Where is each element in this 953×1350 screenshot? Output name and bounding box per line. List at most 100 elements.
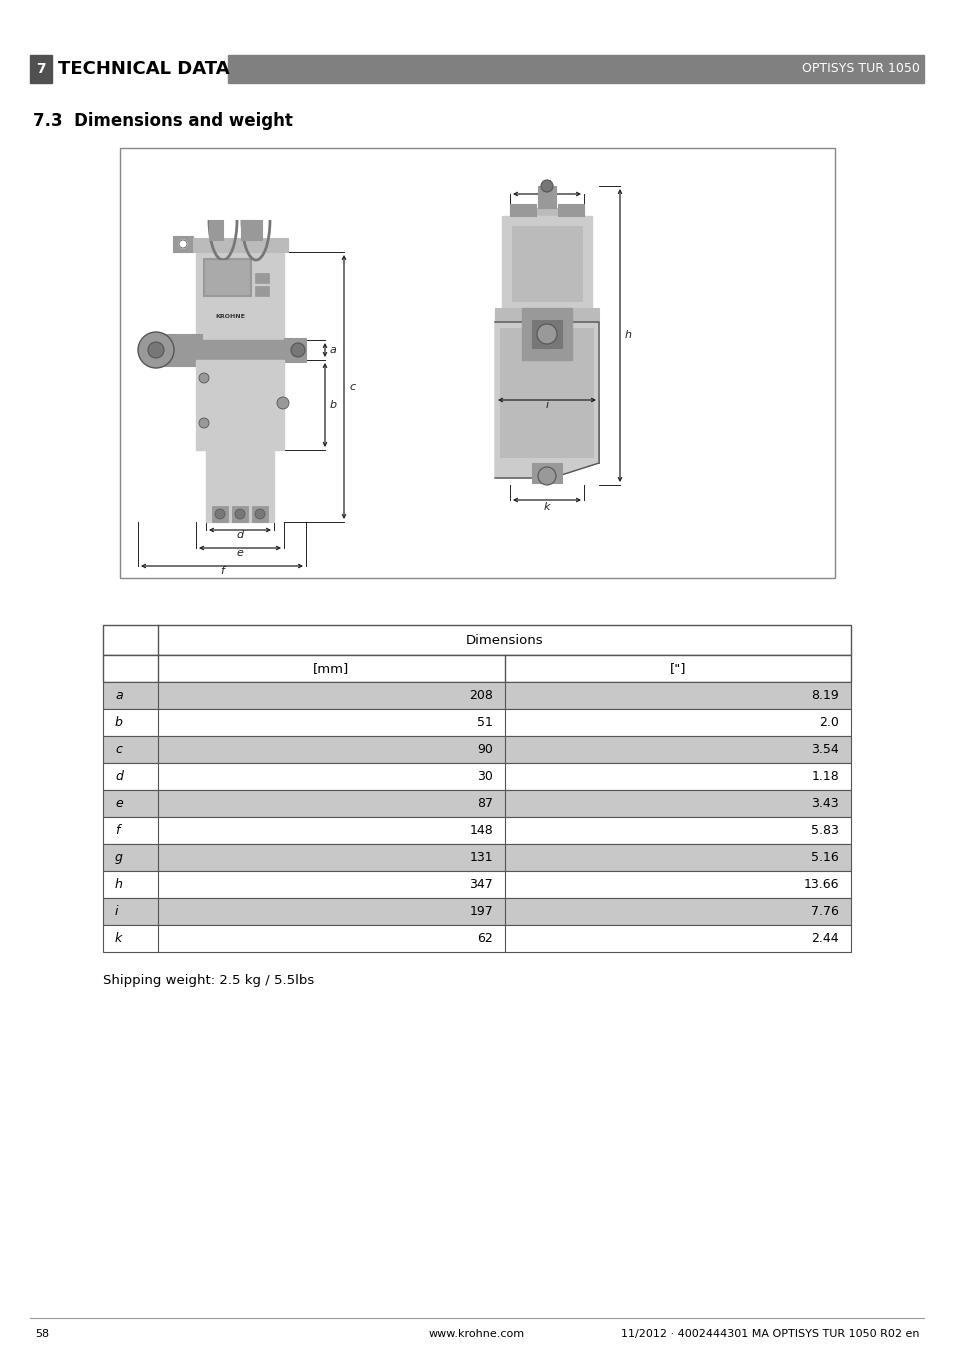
Bar [30,55,52,82]
Circle shape [199,373,209,383]
Bar [248,220,262,240]
Polygon shape [495,323,598,478]
Bar [254,286,269,296]
Bar [195,252,284,347]
Bar [254,273,269,284]
Text: a: a [115,688,123,702]
Text: g: g [543,178,550,188]
Text: a: a [330,346,336,355]
Text: 11/2012 · 4002444301 MA OPTISYS TUR 1050 R02 en: 11/2012 · 4002444301 MA OPTISYS TUR 1050… [620,1328,919,1339]
Bar [499,328,594,458]
Text: 2.44: 2.44 [810,931,838,945]
Circle shape [214,509,225,518]
Circle shape [254,509,265,518]
Text: 5.16: 5.16 [810,850,838,864]
Text: h: h [624,331,631,340]
Bar [103,682,850,709]
Bar [205,261,249,294]
Text: 7.76: 7.76 [810,904,838,918]
Text: [mm]: [mm] [313,662,349,675]
Text: d: d [115,769,123,783]
Bar [195,360,284,450]
Text: f: f [220,566,224,576]
Circle shape [291,343,305,356]
Bar [512,225,581,301]
Text: 58: 58 [35,1328,49,1339]
Bar [193,238,288,252]
Circle shape [234,509,245,518]
Bar [172,236,193,252]
Text: i: i [545,400,548,410]
Text: www.krohne.com: www.krohne.com [429,1328,524,1339]
Bar [232,506,248,522]
Text: k: k [543,502,550,512]
Bar [212,506,228,522]
Text: 197: 197 [469,904,493,918]
Bar [537,186,556,208]
Bar [103,871,850,898]
Text: 3.43: 3.43 [810,796,838,810]
Text: 51: 51 [476,716,493,729]
Text: f: f [115,824,119,837]
Text: ["]: ["] [669,662,685,675]
Text: 3.54: 3.54 [810,743,838,756]
Bar [495,308,598,323]
Text: e: e [236,548,243,558]
Bar [209,220,223,240]
Bar [103,625,850,655]
Text: Dimensions: Dimensions [465,633,543,647]
Circle shape [540,180,553,192]
Text: 30: 30 [476,769,493,783]
Text: 347: 347 [469,878,493,891]
Text: KROHNE: KROHNE [214,313,245,319]
Bar [252,506,268,522]
Text: d: d [236,531,243,540]
Circle shape [537,324,557,344]
Bar [501,216,592,310]
Circle shape [276,397,289,409]
Text: 13.66: 13.66 [802,878,838,891]
Bar [510,204,536,216]
Text: Shipping weight: 2.5 kg / 5.5lbs: Shipping weight: 2.5 kg / 5.5lbs [103,973,314,987]
Text: c: c [115,743,122,756]
Circle shape [138,332,173,369]
Bar [103,790,850,817]
Text: k: k [115,931,122,945]
Bar [103,655,850,682]
Bar [521,308,572,360]
Circle shape [179,240,187,248]
Text: c: c [349,382,355,391]
Bar [120,148,834,578]
Text: TECHNICAL DATA: TECHNICAL DATA [58,59,230,78]
Circle shape [148,342,164,358]
Text: 208: 208 [469,688,493,702]
Bar [103,898,850,925]
Text: i: i [115,904,118,918]
Circle shape [537,467,556,485]
Text: g: g [115,850,123,864]
Text: OPTISYS TUR 1050: OPTISYS TUR 1050 [801,62,919,76]
Bar [103,925,850,952]
Bar [103,736,850,763]
Bar [203,258,251,296]
Bar [241,220,254,240]
Text: b: b [330,400,336,410]
Text: 1.18: 1.18 [810,769,838,783]
Text: 131: 131 [469,850,493,864]
Text: 90: 90 [476,743,493,756]
Bar [228,55,923,82]
Bar [103,763,850,790]
Bar [103,844,850,871]
Bar [284,338,306,362]
Text: 87: 87 [476,796,493,810]
Bar [150,333,202,366]
Bar [103,817,850,844]
Text: b: b [115,716,123,729]
Circle shape [199,418,209,428]
Bar [510,208,583,216]
Text: e: e [115,796,123,810]
Text: 7: 7 [36,62,46,76]
Text: 8.19: 8.19 [810,688,838,702]
Text: 148: 148 [469,824,493,837]
Bar [532,320,561,348]
